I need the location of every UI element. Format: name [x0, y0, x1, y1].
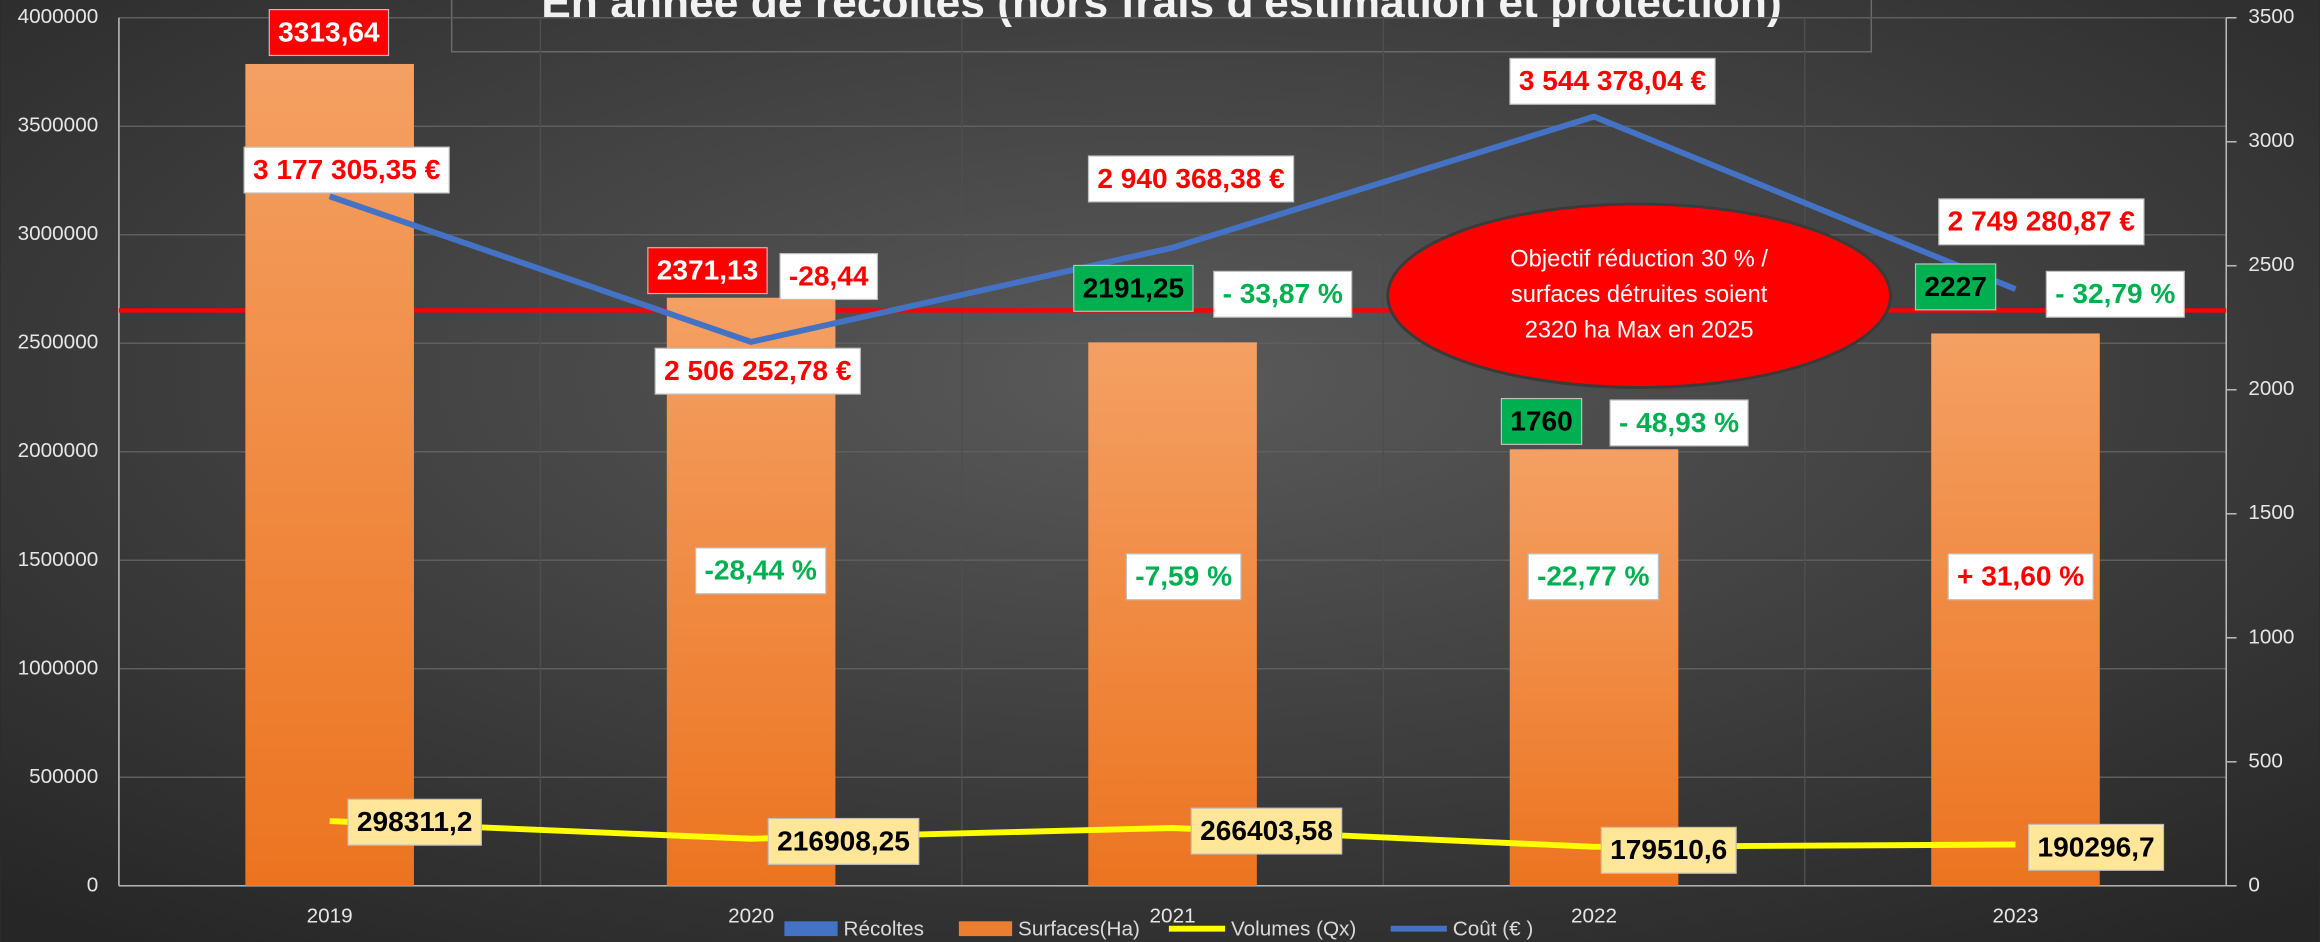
y-tick-label: 2000000: [18, 439, 99, 462]
annotation-box: [1125, 553, 1242, 601]
value-label: 3 177 305,35 €: [253, 154, 441, 185]
annotation-box: [695, 547, 827, 595]
annotation-box: [1947, 553, 2094, 601]
y2-tick-label: 500: [2248, 749, 2283, 772]
value-label-box: [647, 247, 768, 295]
value-label-box: [654, 347, 861, 395]
value-label: 2191,25: [1083, 272, 1185, 303]
legend: Récoltes Surfaces(Ha) Volumes (Qx) Coût (€ …: [784, 918, 1533, 941]
legend-label: Surfaces(Ha): [1018, 918, 1140, 941]
value-label: 2227: [1924, 271, 1986, 302]
y-tick-label: 2500000: [18, 331, 99, 354]
y-tick-label: 1000000: [18, 656, 99, 679]
value-label-box: [1914, 263, 1997, 311]
value-label-box: [243, 146, 450, 194]
target-note: 2320 ha Max en 2025: [1525, 318, 1754, 344]
bar: [245, 63, 414, 886]
target-note: surfaces détruites soient: [1511, 282, 1768, 308]
legend-label: Volumes (Qx): [1231, 918, 1356, 941]
annotation: -7,59 %: [1135, 561, 1232, 592]
y2-tick-label: 1000: [2248, 625, 2294, 648]
value-label-box: [1500, 397, 1583, 445]
y2-tick-label: 1500: [2248, 501, 2294, 524]
bar: [1931, 333, 2100, 886]
value-label: 3 544 378,04 €: [1519, 65, 1707, 96]
value-label: 179510,6: [1610, 834, 1727, 865]
title-frame: [450, 0, 1873, 53]
value-label: 2 940 368,38 €: [1097, 163, 1285, 194]
annotation: + 31,60 %: [1957, 561, 2084, 592]
annotation: -28,44: [789, 260, 869, 291]
line: [328, 113, 2017, 345]
value-label: 266403,58: [1200, 815, 1333, 846]
y-tick-label: 4000000: [18, 5, 99, 28]
y2-tick-label: 3500: [2248, 5, 2294, 28]
labels: 3313,64 2371,13 2191,25 1760 2227 298311,2 216…: [243, 9, 2185, 874]
x-tick-label: 2023: [1992, 904, 2038, 927]
value-label-box: [1190, 807, 1343, 855]
value-label-box: [1600, 826, 1737, 874]
legend-swatch: [784, 921, 838, 937]
value-label: 1760: [1510, 405, 1572, 436]
value-label: 190296,7: [2038, 831, 2155, 862]
y2-tick-label: 0: [2248, 873, 2260, 896]
y2-tick-label: 2000: [2248, 377, 2294, 400]
x-tick-label: 2021: [1150, 904, 1196, 927]
value-label-box: [1087, 155, 1295, 203]
bar: [1509, 449, 1679, 886]
y-tick-label: 1500000: [18, 548, 99, 571]
value-label-box: [268, 9, 390, 57]
target-note: Objectif réduction 30 % /: [1510, 247, 1768, 273]
x-tick-label: 2020: [728, 904, 774, 927]
x-tick-label: 2022: [1571, 904, 1617, 927]
value-label-box: [347, 798, 482, 846]
value-label: 2 749 280,87 €: [1948, 206, 2136, 237]
value-label: 298311,2: [357, 806, 473, 837]
annotation-box: [1527, 553, 1659, 601]
value-label-box: [2028, 823, 2165, 871]
legend-label: Récoltes: [844, 918, 925, 941]
value-label-box: [1073, 264, 1194, 312]
y2-tick-label: 2500: [2248, 253, 2294, 276]
annotation: -22,77 %: [1537, 561, 1649, 592]
y-tick-label: 0: [87, 873, 99, 896]
value-label: 216908,25: [777, 825, 910, 856]
annotation-box: [779, 253, 879, 301]
value-label-box: [767, 817, 920, 865]
annotation: - 32,79 %: [2055, 278, 2175, 309]
y-tick-label: 500000: [29, 765, 98, 788]
bar: [1088, 342, 1257, 886]
value-label-box: [1509, 57, 1716, 105]
annotation-box: [1213, 270, 1353, 318]
annotation: - 48,93 %: [1619, 407, 1739, 438]
annotation-box: [1609, 399, 1749, 447]
value-label: 2371,13: [657, 255, 759, 286]
legend-label: Coût (€ ): [1453, 918, 1533, 941]
value-label: 2 506 252,78 €: [664, 355, 852, 386]
y-tick-label: 3000000: [18, 222, 99, 245]
annotation-box: [2045, 270, 2185, 318]
legend-swatch: [958, 921, 1013, 937]
annotation: - 33,87 %: [1223, 278, 1343, 309]
value-label-box: [1938, 198, 2145, 246]
target-ellipse: [1386, 202, 1893, 389]
y2-tick-label: 3000: [2248, 129, 2294, 152]
y-tick-label: 3500000: [18, 114, 99, 137]
x-tick-label: 2019: [307, 904, 353, 927]
annotation: -28,44 %: [705, 555, 817, 586]
value-label: 3313,64: [278, 16, 380, 47]
chart-title: En année de récoltes (hors frais d'estim…: [541, 0, 1782, 28]
